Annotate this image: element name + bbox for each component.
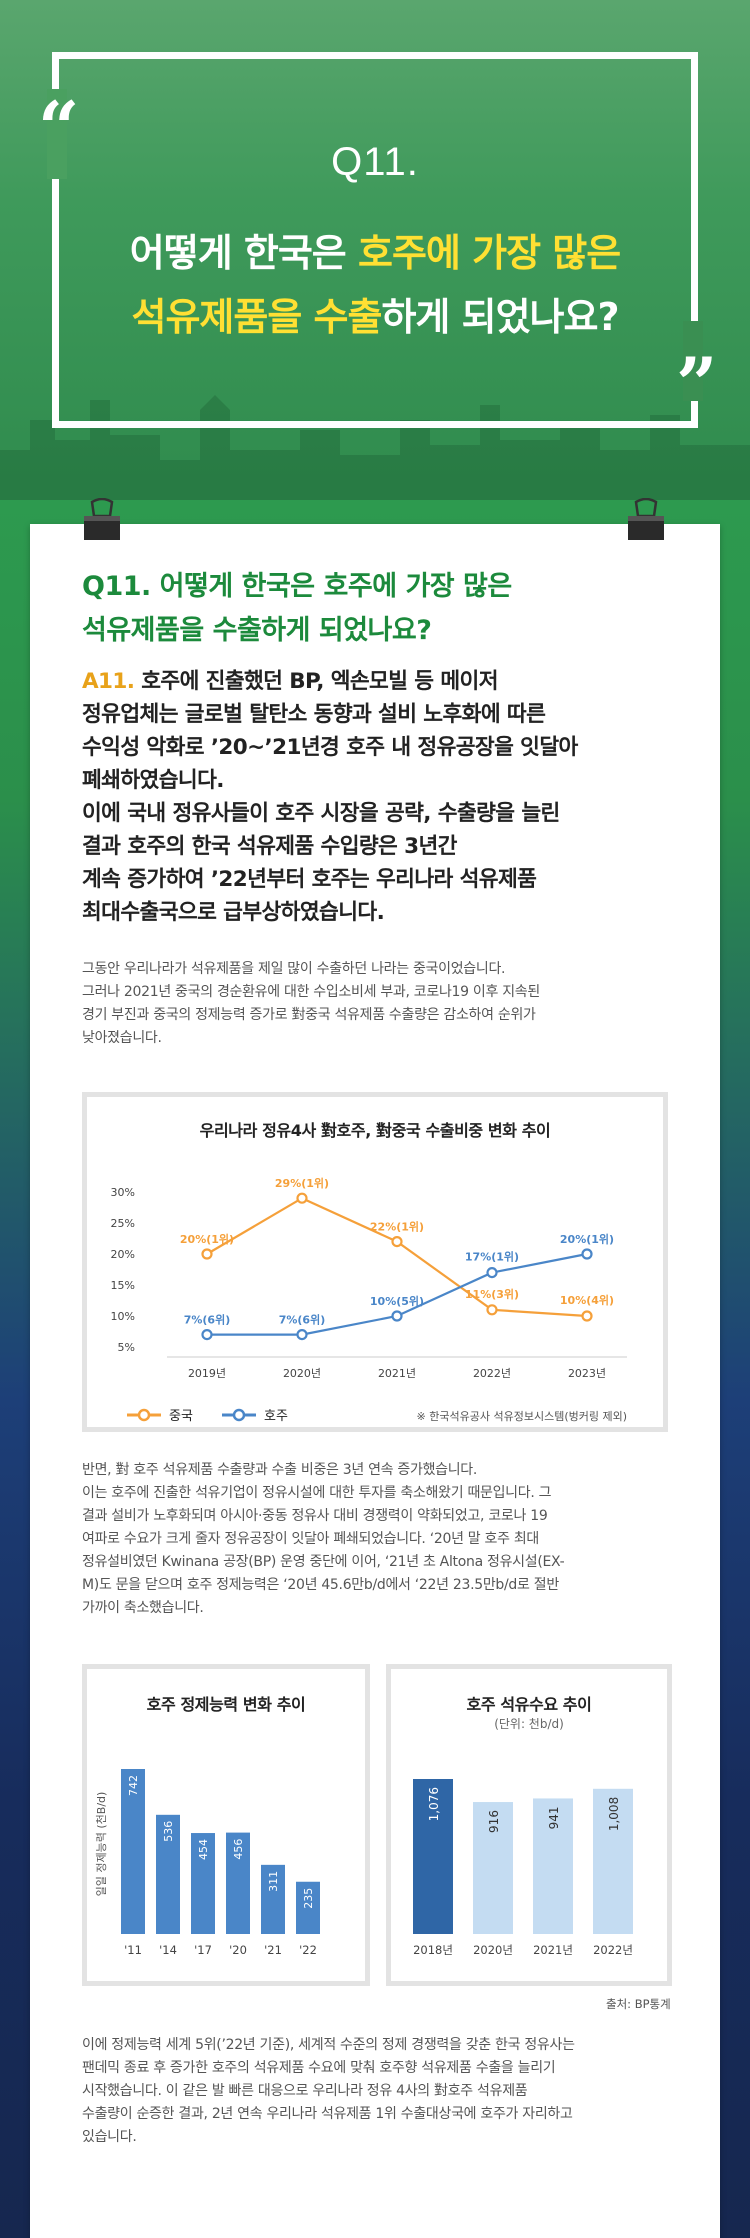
bar-value-label: 1,008 [607,1797,621,1831]
binder-clip-icon [84,498,120,540]
data-point [201,1248,213,1260]
data-point [296,1192,308,1204]
x-tick-label: 2019년 [188,1367,226,1380]
data-label: 10%(4위) [560,1294,614,1307]
source-note: 출처: BP통계 [606,1997,671,2011]
data-point [486,1267,498,1279]
chart-title: 호주 석유수요 추이 [466,1695,592,1714]
bar-value-label: 536 [162,1821,175,1842]
data-point [581,1310,593,1322]
line-chart-svg: 30% 25% 20% 15% 10% 5% 2019년 2020년 2021년 2022년 202… [111,1177,627,1424]
data-point [391,1310,403,1322]
answer-block: A11. 호주에 진출했던 BP, 엑손모빌 등 메이저 정유업체는 글로벌 탈… [82,669,578,925]
bar-chart-svg: 1,076 2018년 916 2020년 941 2021년 1,008 2022년 [413,1779,633,1957]
bar [473,1802,513,1934]
hero-title-line1: 어떻게 한국은 호주에 가장 많은 [129,231,621,275]
x-tick-label: 2021년 [533,1943,573,1957]
bar [261,1864,285,1934]
bar [533,1798,573,1934]
y-tick-label: 30% [111,1186,135,1199]
x-tick-label: '22 [299,1943,317,1957]
x-tick-label: 2022년 [593,1943,633,1957]
bar-value-label: 916 [487,1810,501,1833]
bar-value-label: 742 [127,1775,140,1796]
paragraph-china: 그동안 우리나라가 석유제품을 제일 많이 수출하던 나라는 중국이었습니다. … [82,961,540,1046]
chart-title: 우리나라 정유4사 對호주, 對중국 수출비중 변화 추이 [199,1121,551,1140]
data-point [581,1248,593,1260]
bar [296,1881,320,1934]
legend-marker [137,1408,151,1422]
city-skyline-image [0,395,750,500]
bar [593,1788,633,1934]
y-tick-label: 5% [118,1341,135,1354]
data-point [486,1304,498,1316]
bar-value-label: 311 [267,1871,280,1892]
data-label: 11%(3위) [465,1288,519,1301]
x-tick-label: '17 [194,1943,212,1957]
x-tick-label: 2022년 [473,1367,511,1380]
y-tick-label: 10% [111,1310,135,1323]
data-point [201,1329,213,1341]
question-heading: Q11. 어떻게 한국은 호주에 가장 많은 석유제품을 수출하게 되었나요? [82,571,512,646]
export-share-line-chart: 우리나라 정유4사 對호주, 對중국 수출비중 변화 추이 30% 25% 20% 1… [82,1092,668,1432]
bar [156,1814,180,1934]
hero-question-number: Q11. [331,140,419,184]
hero-banner: “ ” Q11. 어떻게 한국은 호주에 가장 많은 석유제품을 수출하게 되었… [0,0,750,500]
data-label: 10%(5위) [370,1295,424,1308]
bar [226,1832,250,1934]
bar [413,1779,453,1934]
close-quote-icon: ” [676,341,718,426]
bar-value-label: 235 [302,1888,315,1909]
binder-clip-icon [628,498,664,540]
x-tick-label: 2023년 [568,1367,606,1380]
x-tick-label: 2018년 [413,1943,453,1957]
x-tick-label: '11 [124,1943,142,1957]
oil-demand-bar-chart: 호주 석유수요 추이 (단위: 천b/d) 1,076 2018년 916 2020년… [386,1664,672,1986]
hero-title-line2: 석유제품을 수출하게 되었나요? [131,295,620,339]
answer-label: A11. [82,669,135,694]
bar-value-label: 941 [547,1806,561,1829]
x-tick-label: 2020년 [283,1367,321,1380]
data-label: 7%(6위) [279,1314,326,1327]
x-tick-label: '21 [264,1943,282,1957]
y-axis-label: 일일 정제능력 (천B/d) [94,1792,108,1897]
legend-label: 호주 [264,1409,288,1424]
x-tick-label: 2020년 [473,1943,513,1957]
data-label: 20%(1위) [180,1233,234,1246]
x-tick-label: '14 [159,1943,177,1957]
y-tick-label: 15% [111,1279,135,1292]
paragraph-conclusion: 이에 정제능력 세계 5위(’22년 기준), 세계적 수준의 정제 경쟁력을 … [82,2037,575,2145]
data-label: 29%(1위) [275,1177,329,1190]
bar [121,1769,145,1934]
data-label: 17%(1위) [465,1251,519,1264]
data-label: 22%(1위) [370,1221,424,1234]
x-tick-label: '20 [229,1943,247,1957]
refining-capacity-bar-chart: 호주 정제능력 변화 추이 일일 정제능력 (천B/d) 742 '11 536 '14… [82,1664,370,1986]
chart-title: 호주 정제능력 변화 추이 [146,1695,306,1714]
data-point [296,1329,308,1341]
chart-subtitle: (단위: 천b/d) [494,1717,564,1731]
legend-label: 중국 [169,1409,193,1424]
bar-value-label: 454 [197,1839,210,1860]
paragraph-australia: 반면, 對 호주 석유제품 수출량과 수출 비중은 3년 연속 증가했습니다. … [82,1462,565,1616]
bar-value-label: 1,076 [427,1787,441,1821]
bar-value-label: 456 [232,1839,245,1860]
data-point [391,1236,403,1248]
bar-chart-svg: 일일 정제능력 (천B/d) 742 '11 536 '14 454 '17 456 '20 31… [94,1769,320,1957]
open-quote-icon: “ [38,85,80,170]
chart-note: ※ 한국석유공사 석유정보시스템(벙커링 제외) [417,1410,627,1423]
x-tick-label: 2021년 [378,1367,416,1380]
bar [191,1833,215,1934]
y-tick-label: 20% [111,1248,135,1261]
hero-frame [47,52,703,428]
legend-marker [232,1408,246,1422]
data-label: 20%(1위) [560,1233,614,1246]
data-label: 7%(6위) [184,1314,231,1327]
y-tick-label: 25% [111,1217,135,1230]
